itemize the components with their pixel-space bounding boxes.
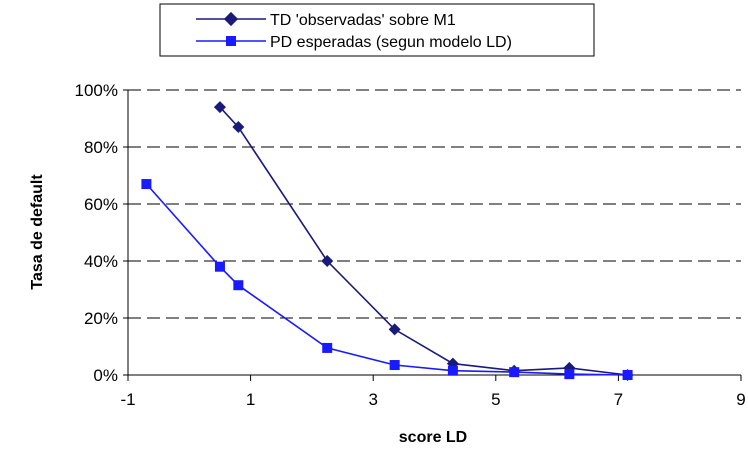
x-tick-label: 5 xyxy=(491,390,500,409)
y-tick-label: 40% xyxy=(84,252,118,271)
y-tick-label: 20% xyxy=(84,309,118,328)
data-point xyxy=(447,365,458,376)
y-tick-label: 60% xyxy=(84,195,118,214)
legend-marker-2 xyxy=(226,36,236,46)
legend-box xyxy=(159,3,595,57)
data-point xyxy=(213,101,226,114)
data-point xyxy=(233,280,244,291)
data-point xyxy=(322,342,333,353)
data-point xyxy=(509,367,520,378)
legend-entry-2: PD esperadas (segun modelo LD) xyxy=(196,34,512,51)
legend-label-1: TD 'observadas' sobre M1 xyxy=(270,12,456,29)
series-line-2 xyxy=(145,183,628,376)
data-point xyxy=(141,179,152,190)
data-point xyxy=(214,261,225,272)
data-point xyxy=(564,369,575,380)
x-tick-label: 7 xyxy=(614,390,623,409)
y-tick-label: 0% xyxy=(93,366,118,385)
gridlines xyxy=(128,89,741,319)
data-point xyxy=(622,370,633,380)
data-point xyxy=(321,255,334,267)
x-tick-label: 3 xyxy=(368,390,377,409)
axes xyxy=(123,89,742,381)
series-line-1 xyxy=(219,106,628,376)
legend: TD 'observadas' sobre M1 PD esperadas (s… xyxy=(159,3,595,57)
data-point xyxy=(389,360,400,371)
y-tick-label: 80% xyxy=(84,138,118,157)
series-1 xyxy=(213,101,634,381)
x-tick-label: 1 xyxy=(246,390,255,409)
data-point xyxy=(232,121,245,134)
y-tick-label: 100% xyxy=(75,81,118,100)
series xyxy=(141,101,634,381)
x-tick-label: -1 xyxy=(120,390,135,409)
tick-labels: 0% 20% 40% 60% 80% 100% -1 1 3 5 7 9 xyxy=(75,81,746,409)
x-axis-title: score LD xyxy=(399,429,467,446)
legend-label-2: PD esperadas (segun modelo LD) xyxy=(270,34,512,51)
x-tick-label: 9 xyxy=(736,390,745,409)
series-2 xyxy=(141,179,633,380)
data-point xyxy=(388,323,401,336)
y-axis-title: Tasa de default xyxy=(29,174,46,290)
